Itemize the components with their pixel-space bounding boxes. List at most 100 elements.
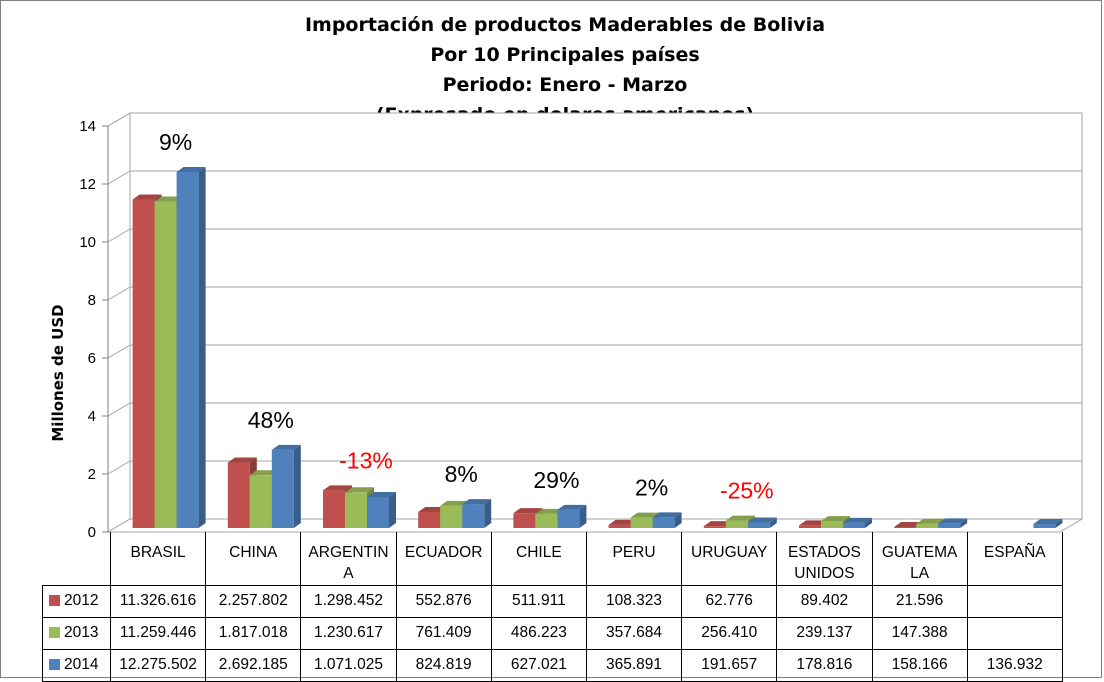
category-label: ECUADOR: [395, 532, 492, 586]
bar-front: [227, 462, 250, 528]
bar-side: [865, 517, 872, 528]
y-tick-label: 0: [88, 524, 96, 540]
bar-2014-argentina: [367, 491, 396, 528]
bar-side: [198, 167, 206, 528]
bar-2014-uruguay: [747, 517, 777, 528]
table-cell: 12.275.502: [109, 648, 207, 682]
annotation-china: 48%: [248, 407, 294, 433]
bar-front: [894, 527, 917, 528]
table-cell: 1.298.452: [300, 584, 397, 618]
bar-top: [418, 506, 448, 512]
data-table: BRASIL CHINA ARGENTIN A ECUADOR CHILE PERU URUG…: [42, 532, 1063, 682]
bar-top: [154, 196, 184, 202]
side-wall: [107, 112, 131, 533]
table-cell: 11.326.616: [109, 584, 207, 618]
series-legend-cell: 2012: [42, 584, 111, 618]
table-cell: 2.257.802: [205, 584, 302, 618]
table-cell: 1.230.617: [300, 616, 397, 650]
y-tick-label: 6: [88, 350, 96, 367]
category-label: ARGENTIN A: [300, 532, 397, 586]
table-cell: 158.166: [871, 648, 968, 682]
table-cell: 21.596: [871, 584, 968, 618]
gridline: [107, 460, 1082, 475]
bar-top: [821, 516, 850, 522]
gridline: [107, 402, 1082, 417]
bar-2014-peru: [652, 512, 682, 528]
table-cell: 2.692.185: [205, 648, 302, 682]
title-line-1: Importación de productos Maderables de B…: [304, 14, 826, 36]
gridline: [107, 344, 1082, 359]
bar-top: [557, 504, 587, 510]
y-tick-label: 4: [88, 408, 96, 425]
series-legend-cell: 2014: [42, 648, 111, 682]
bar-front: [345, 492, 367, 528]
bar-top: [440, 500, 470, 506]
gridlines: [107, 112, 1082, 475]
bar-top: [843, 517, 872, 523]
y-tick-label: 12: [79, 176, 96, 193]
bar-top: [747, 517, 777, 523]
bar-top: [725, 515, 755, 521]
bar-2014-china: [271, 444, 301, 528]
annotation-chile: 29%: [533, 467, 579, 493]
bar-front: [271, 449, 294, 528]
bar-top: [513, 508, 543, 514]
bar-top: [652, 512, 682, 518]
bar-2014-guatemala: [938, 518, 968, 528]
y-tick-label: 10: [79, 234, 96, 251]
bar-top: [799, 520, 828, 526]
bar-top: [323, 485, 352, 491]
bar-front: [176, 172, 199, 528]
bar-side: [484, 499, 492, 528]
bar-2014-chile: [557, 504, 587, 528]
category-label: GUATEMA LA: [871, 532, 968, 586]
table-cell: 108.323: [585, 584, 683, 618]
bar-top: [1033, 519, 1063, 525]
bar-top: [535, 508, 565, 514]
table-cell: 11.259.446: [109, 616, 207, 650]
table-cell: 627.021: [490, 648, 587, 682]
bar-front: [323, 490, 345, 528]
table-cell: 147.388: [871, 616, 968, 650]
annotation-uruguay: -25%: [720, 478, 774, 504]
bar-side: [674, 512, 682, 528]
bar-top: [271, 444, 301, 450]
series-name: 2013: [64, 624, 99, 641]
table-cell: 552.876: [395, 584, 492, 618]
bar-side: [389, 491, 396, 528]
table-corner: [43, 532, 111, 585]
table-cell: 1.071.025: [300, 648, 397, 682]
annotation-ecuador: 8%: [445, 461, 478, 487]
bar-side: [293, 444, 301, 528]
bar-top: [176, 167, 206, 173]
annotation-brasil: 9%: [159, 129, 192, 155]
series-row-2014: 2014 12.275.502 2.692.185 1.071.025 824.819 6…: [42, 648, 1063, 682]
table-cell: 136.932: [966, 648, 1063, 682]
title-line-2: Por 10 Principales países: [430, 44, 700, 66]
table-cell: [966, 616, 1063, 650]
table-cell: 89.402: [776, 584, 873, 618]
bar-front: [154, 201, 177, 528]
bar-top: [894, 522, 924, 527]
gridline: [107, 286, 1082, 301]
bar-side: [579, 504, 587, 528]
plot-area: 0 2 4 6 8 10 12 14 9% 48% -13% 8% 29% 2% -25%: [79, 112, 1084, 540]
table-cell: 239.137: [776, 616, 873, 650]
bar-front: [938, 523, 961, 528]
bar-front: [821, 521, 843, 528]
category-label: CHILE: [490, 532, 587, 586]
category-label: PERU: [585, 532, 683, 586]
series-name: 2014: [64, 656, 99, 673]
bar-front: [725, 520, 748, 528]
bar-top: [462, 499, 492, 505]
bar-side: [960, 518, 968, 528]
bars: [132, 167, 1063, 528]
bar-front: [652, 517, 675, 528]
table-cell: 62.776: [681, 584, 778, 618]
bar-front: [703, 526, 726, 528]
y-axis-ticks: 0 2 4 6 8 10 12 14: [79, 118, 109, 540]
y-tick-label: 14: [79, 118, 96, 135]
bar-top: [227, 457, 257, 463]
table-cell: 191.657: [681, 648, 778, 682]
table-cell: 178.816: [776, 648, 873, 682]
